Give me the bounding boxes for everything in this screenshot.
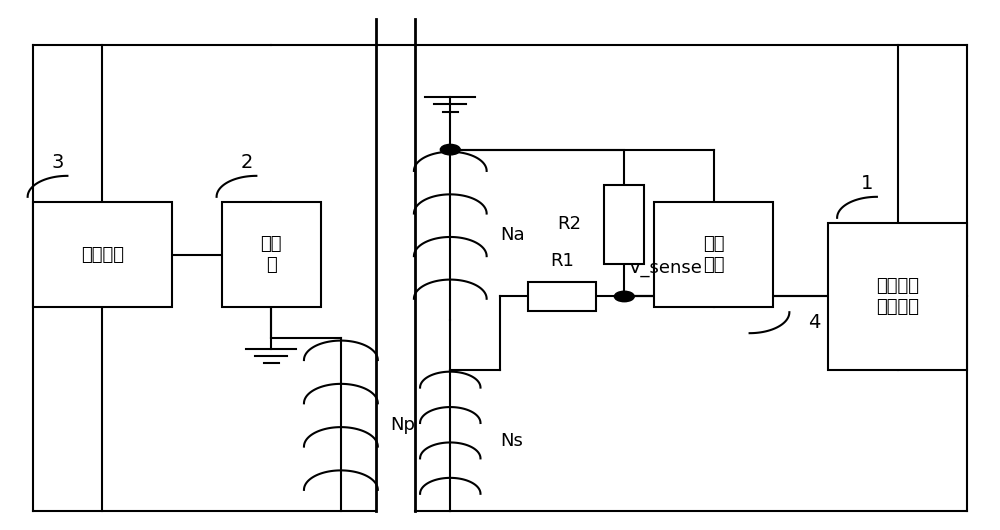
Text: Na: Na [500,226,525,244]
Bar [654,202,773,307]
Bar [222,202,321,307]
Text: 4: 4 [808,313,820,332]
Bar [828,223,967,370]
Text: V_sense: V_sense [629,259,703,277]
Text: 控制模块: 控制模块 [81,245,124,263]
Bar [604,184,644,264]
Text: R2: R2 [558,215,582,233]
Text: 1: 1 [861,174,873,193]
Circle shape [614,291,634,302]
Circle shape [440,144,460,155]
Text: 开关
管: 开关 管 [261,235,282,274]
Text: 3: 3 [51,153,64,172]
Bar [33,202,172,307]
Text: 2: 2 [240,153,253,172]
Text: R1: R1 [550,252,574,270]
Text: Np: Np [391,416,416,434]
Bar [528,282,596,311]
Text: 电流比较
反馈电路: 电流比较 反馈电路 [876,277,919,316]
Text: 钳位
模块: 钳位 模块 [703,235,725,274]
Text: Ns: Ns [500,432,523,449]
